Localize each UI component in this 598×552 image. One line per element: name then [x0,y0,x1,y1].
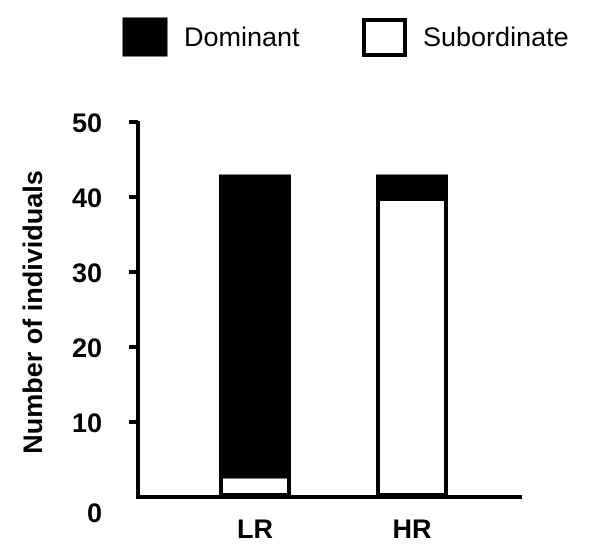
legend-swatch-dominant [122,17,168,57]
bar-hr-dominant [376,174,448,197]
legend-label-dominant: Dominant [184,22,300,52]
legend-label-subordinate: Subordinate [423,22,569,52]
y-tick-label-10: 10 [72,408,102,438]
bar-lr-dominant [219,174,291,475]
y-tick-label-30: 30 [72,258,102,288]
legend: Dominant Subordinate [122,17,569,57]
y-axis-label: Number of individuals [18,170,48,454]
x-tick-label-lr: LR [237,514,273,544]
legend-swatch-subordinate [362,18,407,57]
y-tick-label-50: 50 [72,108,102,138]
y-tick-label-20: 20 [72,333,102,363]
y-tick-label-40: 40 [72,183,102,213]
bar-hr-subordinate [376,197,448,497]
bar-lr-subordinate [219,474,291,497]
x-tick-label-hr: HR [393,514,432,544]
y-tick-label-0: 0 [87,498,102,528]
